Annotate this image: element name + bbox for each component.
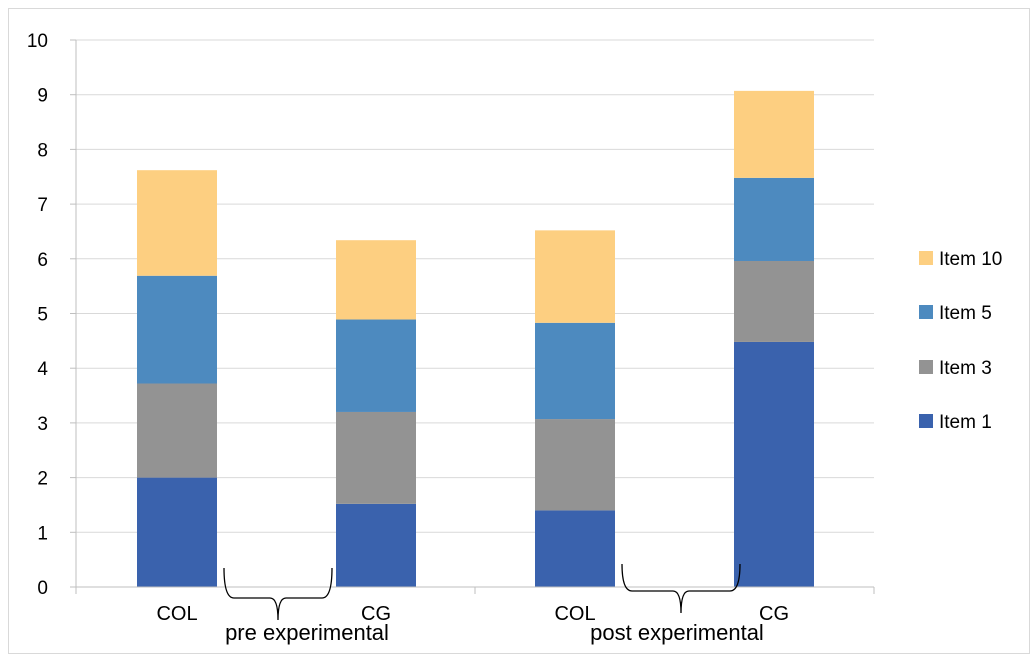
y-tick-label: 7: [37, 195, 48, 216]
legend-swatch: [919, 414, 933, 428]
legend: Item 10 Item 5 Item 3 Item 1: [919, 249, 1002, 433]
legend-label: Item 1: [939, 412, 992, 433]
category-label: COL: [554, 603, 595, 625]
bar-item-1: [137, 477, 217, 587]
y-tick-label: 0: [37, 578, 48, 599]
axes: [70, 39, 875, 594]
category-label: COL: [156, 603, 197, 625]
category-labels: COL CG COL CG: [156, 603, 789, 625]
brace-post-experimental: [621, 563, 741, 614]
group-labels: pre experimental post experimental: [225, 620, 764, 645]
bar-item-3: [734, 260, 814, 342]
bar-item-1: [336, 503, 416, 587]
legend-swatch: [919, 251, 933, 265]
group-label: post experimental: [590, 620, 764, 645]
group-braces: [223, 563, 741, 621]
bar-item-10: [734, 90, 814, 178]
bar-item-5: [137, 275, 217, 384]
y-tick-label: 5: [37, 305, 48, 326]
bar-item-1: [734, 341, 814, 587]
y-tick-label: 10: [27, 31, 48, 52]
bar-item-3: [535, 419, 615, 511]
group-label: pre experimental: [225, 620, 389, 645]
y-tick-label: 8: [37, 140, 48, 161]
y-tick-label: 3: [37, 414, 48, 435]
bar-item-5: [336, 319, 416, 412]
brace-pre-experimental: [223, 567, 333, 621]
y-tick-label: 6: [37, 250, 48, 271]
legend-label: Item 5: [939, 303, 992, 324]
bar-item-3: [137, 383, 217, 478]
bar-item-1: [535, 510, 615, 587]
legend-label: Item 3: [939, 358, 992, 379]
bar-item-10: [535, 230, 615, 323]
legend-swatch: [919, 305, 933, 319]
y-tick-label: 1: [37, 523, 48, 544]
y-tick-label: 2: [37, 469, 48, 490]
legend-label: Item 10: [939, 249, 1002, 270]
bar-item-3: [336, 411, 416, 504]
bar-item-10: [137, 170, 217, 276]
y-tick-labels: 0 1 2 3 4 5 6 7 8 9 10: [27, 31, 49, 599]
y-tick-label: 4: [37, 359, 48, 380]
bar-item-5: [734, 177, 814, 261]
category-label: CG: [361, 603, 391, 625]
category-label: CG: [759, 603, 789, 625]
bar-item-5: [535, 322, 615, 420]
legend-swatch: [919, 360, 933, 374]
bar-item-10: [336, 240, 416, 320]
bars: [137, 90, 814, 587]
y-tick-label: 9: [37, 86, 48, 107]
